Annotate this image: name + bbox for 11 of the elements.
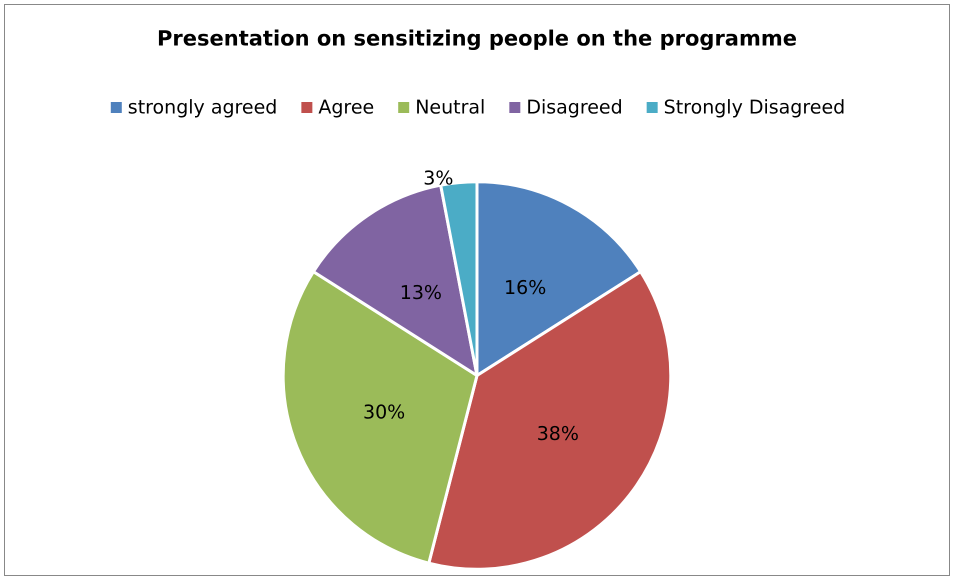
legend-label: Agree — [318, 96, 374, 118]
data-label: 16% — [504, 276, 546, 299]
legend-label: strongly agreed — [128, 96, 278, 118]
legend-label: Neutral — [415, 96, 486, 118]
data-label: 13% — [400, 282, 442, 304]
data-label: 30% — [363, 401, 406, 424]
data-label: 3% — [423, 168, 454, 190]
chart-title: Presentation on sensitizing people on the programme — [157, 26, 797, 50]
legend-label: Disagreed — [526, 96, 623, 118]
legend-label: Strongly Disagreed — [664, 96, 846, 118]
data-label: 38% — [536, 423, 579, 446]
